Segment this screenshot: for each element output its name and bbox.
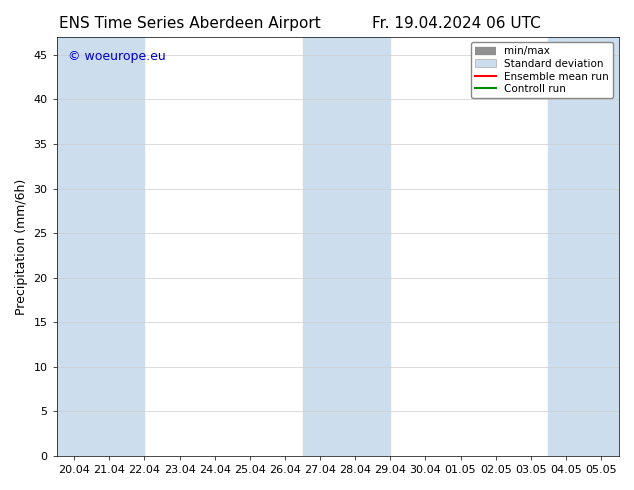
Bar — [92, 37, 145, 456]
Legend: min/max, Standard deviation, Ensemble mean run, Controll run: min/max, Standard deviation, Ensemble me… — [471, 42, 613, 98]
Text: Fr. 19.04.2024 06 UTC: Fr. 19.04.2024 06 UTC — [372, 16, 541, 31]
Text: ENS Time Series Aberdeen Airport: ENS Time Series Aberdeen Airport — [60, 16, 321, 31]
Bar — [56, 37, 92, 456]
Text: © woeurope.eu: © woeurope.eu — [68, 49, 165, 63]
Y-axis label: Precipitation (mm/6h): Precipitation (mm/6h) — [15, 178, 28, 315]
Bar — [302, 37, 391, 456]
Bar — [548, 37, 619, 456]
